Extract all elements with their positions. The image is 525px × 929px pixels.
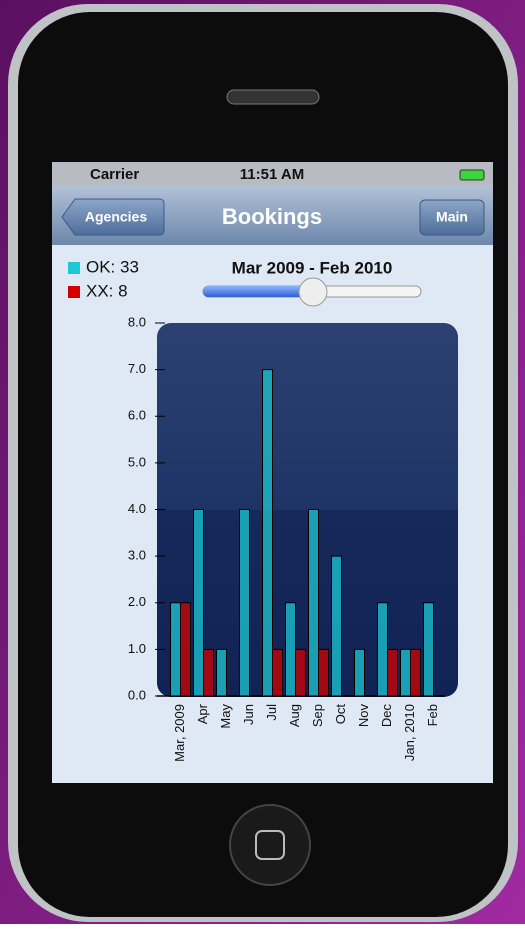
x-tick-label: Mar, 2009 [172,704,187,762]
bar [296,649,306,696]
x-tick-label: Apr [195,703,210,724]
y-tick-label: 8.0 [128,314,146,329]
x-tick-label: Jun [241,704,256,725]
x-tick-label: Dec [379,704,394,728]
bar [217,649,227,696]
legend-swatch [68,262,80,274]
bar [388,649,398,696]
bar [319,649,329,696]
bar [171,603,181,696]
bar [401,649,411,696]
legend-label: XX: 8 [86,281,128,300]
bar [194,510,204,697]
phone-screenshot: Carrier 11:51 AM Agencies Bookings Main … [0,0,525,924]
x-tick-label: Jul [264,704,279,721]
x-tick-label: Jan, 2010 [402,704,417,761]
slider-fill [203,286,313,297]
bar [309,510,319,697]
bar [355,649,365,696]
x-tick-label: Feb [425,704,440,726]
home-button[interactable] [230,805,310,885]
bar [204,649,214,696]
x-tick-label: Nov [356,704,371,728]
slider-thumb[interactable] [299,278,327,306]
y-tick-label: 5.0 [128,454,146,469]
nav-title: Bookings [222,204,322,229]
bar [240,510,250,697]
x-tick-label: May [218,704,233,729]
y-tick-label: 7.0 [128,361,146,376]
x-tick-label: Aug [287,704,302,727]
main-button-label: Main [436,209,468,225]
earpiece [227,90,319,104]
clock: 11:51 AM [240,166,304,183]
bar [286,603,296,696]
bar [263,370,273,696]
x-tick-label: Oct [333,704,348,725]
x-tick-label: Sep [310,704,325,727]
carrier: Carrier [90,166,139,183]
battery [460,170,484,180]
y-tick-label: 1.0 [128,641,146,656]
bar [273,649,283,696]
legend-label: OK: 33 [86,257,139,276]
y-tick-label: 0.0 [128,687,146,702]
y-tick-label: 4.0 [128,501,146,516]
page: Carrier 11:51 AM Agencies Bookings Main … [0,0,525,924]
y-tick-label: 2.0 [128,594,146,609]
y-tick-label: 6.0 [128,408,146,423]
back-button-label: Agencies [85,209,147,225]
bar [424,603,434,696]
date-range: Mar 2009 - Feb 2010 [232,258,393,277]
legend-swatch [68,286,80,298]
y-tick-label: 3.0 [128,548,146,563]
bar [332,556,342,696]
bar [378,603,388,696]
bar [181,603,191,696]
bar [411,649,421,696]
